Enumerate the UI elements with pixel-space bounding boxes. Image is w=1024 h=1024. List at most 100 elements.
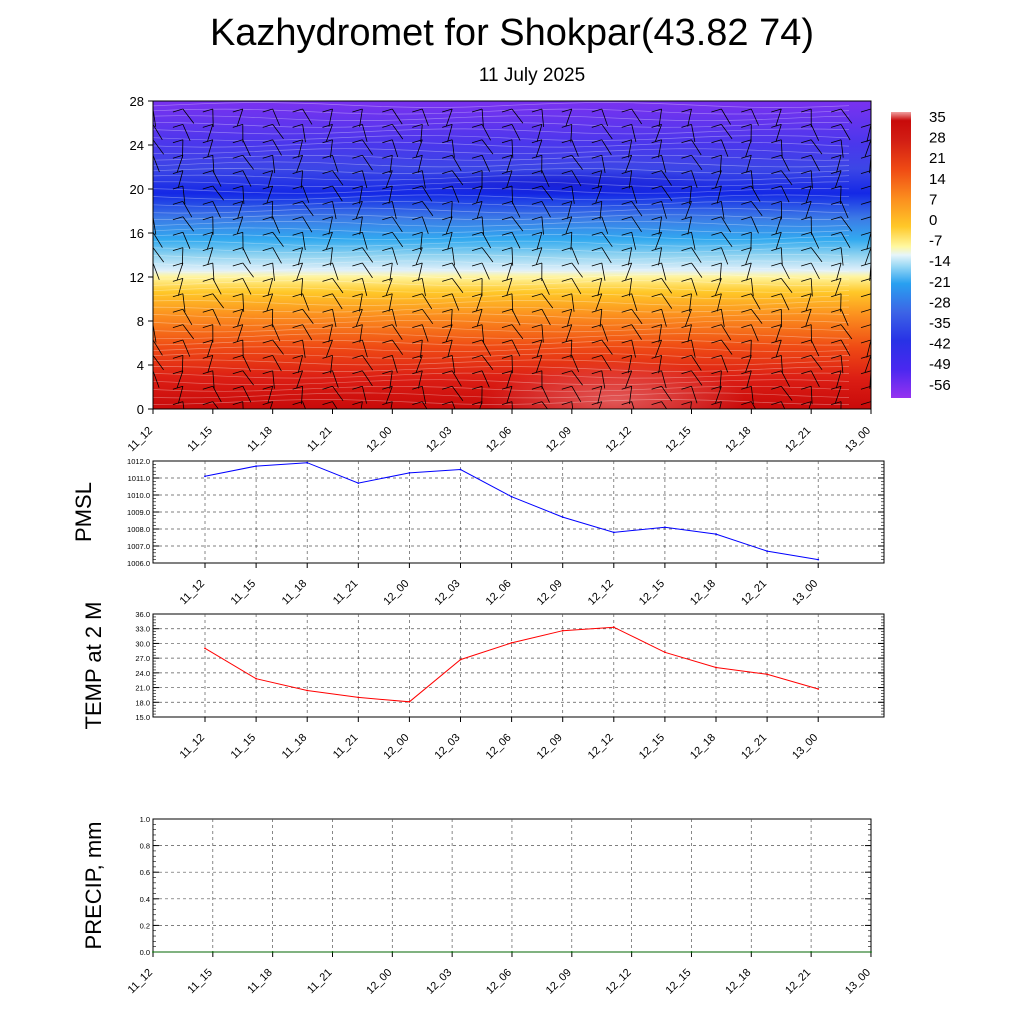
wind-barb <box>421 170 426 189</box>
wind-barb <box>359 108 363 127</box>
wind-barb <box>328 108 333 127</box>
wind-barb <box>242 139 251 157</box>
wind-barb <box>272 139 282 156</box>
x-tick-label: 12_00 <box>381 732 411 762</box>
wind-barb-flag <box>382 124 393 128</box>
wind-barb-flag <box>232 247 243 251</box>
wind-barb-flag <box>771 370 782 375</box>
wind-barb-flag <box>501 370 513 375</box>
wind-barb <box>302 339 306 358</box>
wind-barb-flag <box>651 170 662 174</box>
wind-barb <box>212 278 222 295</box>
wind-barb <box>541 108 544 127</box>
wind-barb-flag <box>771 139 782 144</box>
wind-barb-flag <box>322 262 333 267</box>
wind-barb-flag <box>442 201 453 205</box>
wind-barb <box>421 216 429 234</box>
wind-barb-flag <box>531 201 543 205</box>
wind-barb-flag <box>801 293 812 298</box>
wind-barb <box>511 309 521 326</box>
data-point <box>766 550 768 552</box>
wind-barb-flag <box>262 108 273 113</box>
wind-barb-flag <box>382 339 393 344</box>
wind-barb <box>661 155 667 173</box>
wind-barb <box>691 386 698 404</box>
contour-line <box>153 379 850 386</box>
wind-barb <box>272 262 275 281</box>
wind-barb <box>601 139 612 156</box>
x-tick-label: 12_18 <box>723 425 753 455</box>
data-point <box>612 531 615 534</box>
colorbar-label: 28 <box>929 130 946 147</box>
wind-barb-flag <box>501 201 513 205</box>
contour-line <box>153 247 850 254</box>
wind-barb <box>362 386 367 404</box>
wind-barb <box>864 247 871 265</box>
wind-barb <box>506 386 513 404</box>
wind-barb <box>840 201 849 219</box>
x-tick-label: 12_15 <box>663 967 693 997</box>
wind-barb <box>750 339 752 359</box>
wind-barb-flag <box>322 185 333 190</box>
wind-barb-flag <box>681 385 692 390</box>
x-tick-label: 11_12 <box>126 967 156 997</box>
wind-barb <box>481 124 491 141</box>
wind-barb-flag <box>382 216 393 221</box>
wind-barb <box>359 324 363 343</box>
wind-barb <box>535 355 543 373</box>
wind-barb <box>272 355 282 372</box>
wind-barb <box>153 124 163 141</box>
data-point <box>817 688 820 690</box>
wind-barb <box>451 278 464 294</box>
wind-barb-flag <box>172 124 184 128</box>
wind-barb-flag <box>681 185 692 190</box>
wind-barb <box>655 232 662 250</box>
data-point <box>331 951 334 953</box>
x-tick-label: 12_18 <box>688 578 718 608</box>
wind-barb <box>355 309 363 327</box>
wind-barb <box>447 339 453 358</box>
wind-barb <box>780 139 783 158</box>
wind-barb-flag <box>830 370 842 375</box>
colorbar-label: -21 <box>929 274 951 291</box>
wind-barb <box>599 309 603 328</box>
wind-barb-flag <box>442 216 453 221</box>
wind-barb-flag <box>262 278 273 282</box>
wind-barb-flag <box>262 170 273 174</box>
wind-barb <box>836 262 842 281</box>
wind-barb <box>451 139 455 158</box>
wind-barb-flag <box>471 355 483 359</box>
wind-barb-flag <box>442 278 453 282</box>
x-tick-label: 12_21 <box>739 578 769 608</box>
wind-barb-flag <box>322 339 333 344</box>
wind-barb-flag <box>801 154 812 159</box>
wind-barb-flag <box>801 108 812 113</box>
colorbar-label: -7 <box>929 233 942 250</box>
wind-barb <box>481 108 484 127</box>
wind-barb-flag <box>292 293 303 298</box>
wind-barb <box>181 355 184 374</box>
wind-barb-flag <box>830 108 842 113</box>
wind-barb-flag <box>621 216 632 221</box>
wind-barb <box>565 108 573 127</box>
wind-barb-flag <box>501 170 513 174</box>
wind-barb-flag <box>771 108 782 113</box>
y-tick-label: 21.0 <box>135 684 150 693</box>
wind-barb-flag <box>771 324 782 328</box>
wind-barb-flag <box>292 154 303 159</box>
wind-barb <box>565 324 573 342</box>
y-axis-label: TEMP at 2 M <box>81 602 106 730</box>
x-tick-label: 12_18 <box>688 732 718 762</box>
wind-barb-flag <box>561 201 572 205</box>
wind-barb-flag <box>352 401 363 405</box>
wind-barb-flag <box>531 185 543 190</box>
wind-barb-flag <box>531 339 543 344</box>
wind-barb-flag <box>561 339 572 344</box>
wind-barb <box>715 278 722 296</box>
wind-barb <box>716 293 722 312</box>
wind-barb-flag <box>621 262 632 267</box>
wind-barb <box>840 324 853 340</box>
wind-barb <box>625 370 633 388</box>
wind-barb-flag <box>442 355 453 359</box>
wind-barb <box>536 339 543 358</box>
